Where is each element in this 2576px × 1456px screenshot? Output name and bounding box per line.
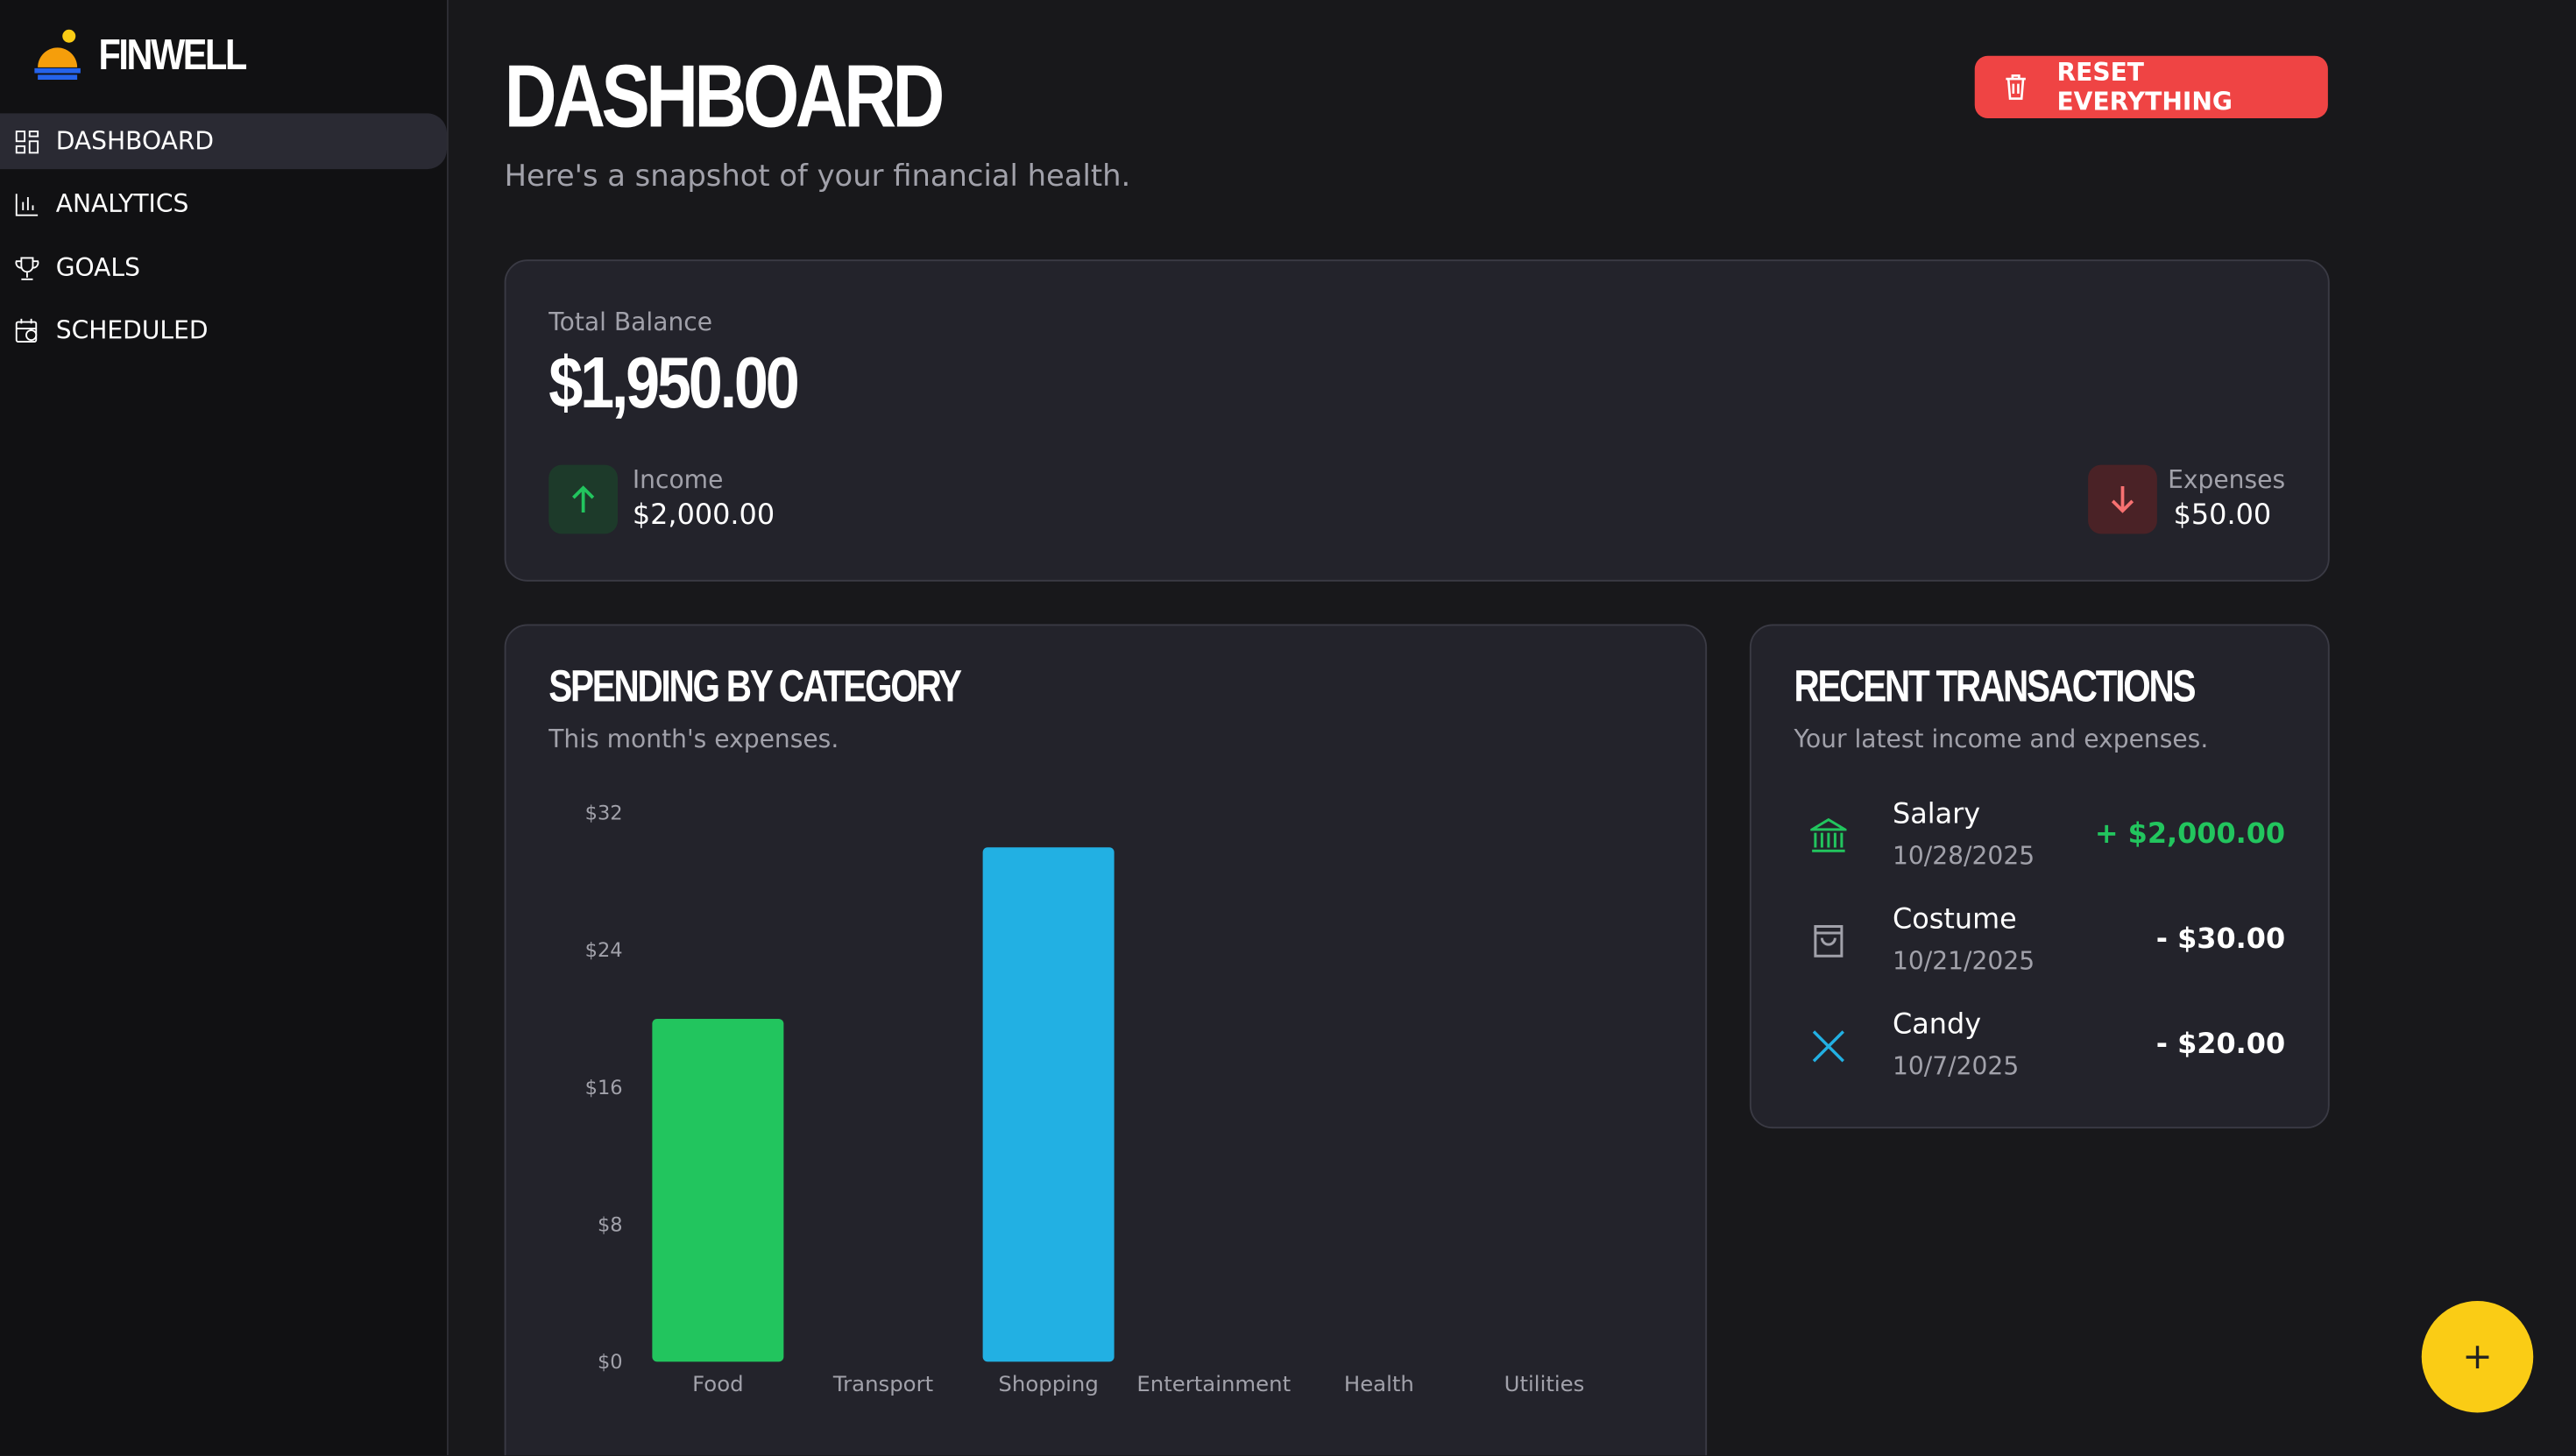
y-tick-label: $0 — [598, 1351, 623, 1374]
x-tick-label: Utilities — [1504, 1371, 1585, 1396]
nav-item[interactable]: ANALYTICS — [0, 176, 447, 232]
card-subtitle: This month's expenses. — [548, 724, 839, 754]
icon — [2006, 74, 2026, 100]
x-tick-label: Food — [692, 1371, 743, 1396]
icon — [15, 256, 39, 279]
transaction-date: 10/28/2025 — [1893, 841, 2035, 871]
bank-icon — [1810, 817, 1847, 852]
balance-card: Total Balance $1,950.00 Income $2,000.00… — [504, 259, 2330, 582]
nav-label: GOALS — [55, 252, 140, 283]
bar-chart: $0 $8 $16 $24 $32 Food Transport Shopping Entert… — [585, 802, 1585, 1397]
nav-label: SCHEDULED — [55, 315, 209, 345]
transaction-date: 10/21/2025 — [1893, 946, 2035, 976]
x-tick-label: Entertainment — [1136, 1371, 1291, 1396]
page-subtitle: Here's a snapshot of your financial heal… — [504, 159, 1131, 194]
balance-label: Total Balance — [548, 307, 713, 337]
transaction-date: 10/7/2025 — [1893, 1051, 2020, 1081]
card-subtitle: Your latest income and expenses. — [1794, 724, 2209, 754]
nav-label: ANALYTICS — [55, 188, 189, 219]
add-label: + — [2462, 1336, 2493, 1378]
page-title: DASHBOARD — [504, 47, 945, 146]
bag-icon — [1814, 925, 1844, 958]
y-tick-label: $8 — [598, 1213, 623, 1236]
add-button[interactable]: + — [2421, 1301, 2534, 1413]
bar — [982, 847, 1115, 1362]
expenses-label: Expenses — [2168, 464, 2286, 495]
button-label: RESET EVERYTHING — [2056, 57, 2233, 117]
transaction-name: Salary — [1893, 798, 1981, 831]
logo — [34, 29, 81, 80]
food-icon — [1812, 1030, 1844, 1063]
brand: FINWELL — [98, 29, 248, 79]
sidebar: FINWELL DASHBOARD ANALYTICS GOALS SCHEDU… — [0, 0, 449, 1456]
y-tick-label: $16 — [585, 1077, 623, 1099]
nav-label: DASHBOARD — [55, 126, 215, 157]
card-title: SPENDING BY CATEGORY — [548, 661, 962, 711]
bar — [652, 1018, 784, 1362]
reset-button[interactable]: RESET EVERYTHING — [1974, 55, 2328, 118]
icon — [15, 193, 39, 216]
nav-item[interactable]: DASHBOARD — [0, 113, 447, 170]
expenses-icon — [2088, 464, 2157, 534]
icon — [15, 130, 39, 153]
x-tick-label: Health — [1344, 1371, 1414, 1396]
x-tick-label: Shopping — [998, 1371, 1098, 1396]
transaction-name: Candy — [1893, 1008, 1982, 1042]
card-title: RECENT TRANSACTIONS — [1794, 661, 2197, 711]
income-label: Income — [632, 464, 724, 495]
icon — [15, 317, 38, 342]
expenses-value: $50.00 — [2173, 499, 2272, 533]
y-tick-label: $24 — [585, 939, 623, 962]
transactions-card: RECENT TRANSACTIONS Your latest income a… — [1749, 624, 2330, 1129]
nav-item[interactable]: GOALS — [0, 240, 447, 296]
balance-value: $1,950.00 — [548, 343, 799, 424]
nav-item[interactable]: SCHEDULED — [0, 302, 447, 358]
transaction-name: Costume — [1893, 903, 2017, 937]
transaction-amount: - $30.00 — [2155, 922, 2286, 957]
x-tick-label: Transport — [832, 1371, 933, 1396]
transaction-amount: + $2,000.00 — [2094, 817, 2286, 852]
y-tick-label: $32 — [585, 802, 623, 825]
income-value: $2,000.00 — [632, 499, 775, 533]
transaction-amount: - $20.00 — [2155, 1028, 2286, 1062]
income-icon — [548, 464, 618, 534]
